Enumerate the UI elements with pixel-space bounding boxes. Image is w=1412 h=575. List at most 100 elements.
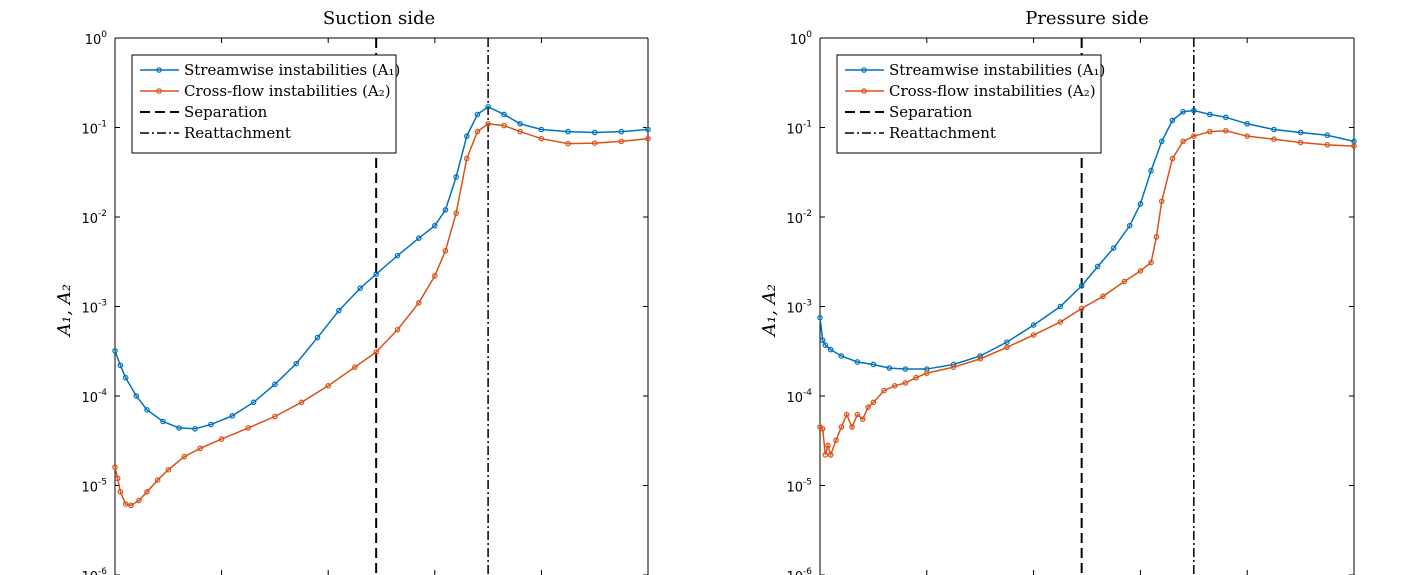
data-point	[136, 497, 142, 504]
suction-side-ylabel: A₁, A₂	[54, 284, 75, 338]
data-point	[517, 120, 523, 127]
suction-side-title: Suction side	[323, 8, 435, 29]
data-point	[565, 128, 571, 135]
data-point	[453, 210, 459, 217]
data-point	[474, 128, 481, 135]
y-tick-label: 10-2	[786, 209, 812, 227]
data-point	[1110, 245, 1117, 251]
pressure-side-panel: Pressure side A₁, A₂ 100 10-1 10-2 10-3 10-4…	[759, 8, 1357, 575]
data-point	[128, 502, 134, 509]
data-point	[442, 207, 449, 213]
data-point	[463, 133, 470, 139]
data-point	[197, 445, 204, 452]
pressure-side-y-ticks: 100 10-1 10-2 10-3 10-4 10-5 10-6	[786, 30, 812, 575]
data-point	[416, 235, 422, 241]
data-point	[165, 466, 172, 473]
data-point	[1158, 138, 1165, 145]
legend-label: Separation	[889, 103, 973, 121]
data-point	[373, 271, 379, 277]
data-point	[394, 326, 401, 333]
data-point	[849, 424, 855, 430]
data-point	[474, 111, 481, 118]
y-tick-label: 100	[85, 30, 108, 48]
data-point	[891, 383, 898, 389]
legend-label: Cross-flow instabilities (A₂)	[184, 82, 391, 100]
data-point	[181, 453, 188, 460]
data-point	[1324, 142, 1331, 148]
data-point	[245, 425, 252, 431]
data-point	[431, 273, 438, 279]
data-point	[565, 140, 571, 147]
data-point	[325, 383, 332, 389]
data-point	[250, 399, 257, 406]
data-point	[1004, 344, 1010, 351]
data-point	[1324, 132, 1331, 139]
data-point	[112, 347, 118, 354]
data-point	[314, 334, 321, 341]
data-point	[117, 362, 124, 369]
legend-label: Streamwise instabilities (A₁)	[184, 61, 400, 79]
y-tick-label: 10-2	[81, 209, 107, 227]
y-tick-label: 10-4	[81, 388, 107, 406]
y-tick-label: 10-3	[786, 299, 812, 317]
data-point	[645, 135, 651, 142]
y-tick-label: 10-3	[81, 299, 107, 317]
legend-box	[836, 54, 1102, 154]
data-point	[144, 489, 150, 495]
data-point	[122, 374, 129, 381]
data-point	[1351, 143, 1357, 149]
data-point	[1297, 139, 1304, 146]
legend-label: Reattachment	[889, 124, 996, 142]
data-point	[827, 346, 834, 353]
data-point	[886, 365, 893, 371]
data-point	[1297, 129, 1304, 136]
data-point	[1180, 138, 1186, 145]
data-point	[1244, 120, 1251, 127]
legend-marker	[156, 67, 162, 73]
data-point	[1078, 305, 1085, 312]
data-point	[859, 416, 866, 423]
data-point	[833, 437, 839, 444]
data-point	[1271, 126, 1277, 133]
data-point	[112, 464, 118, 471]
legend-marker	[861, 88, 867, 94]
suction-side-plot-area	[112, 37, 651, 575]
data-point	[881, 387, 887, 394]
data-point	[1057, 319, 1064, 325]
data-point	[463, 155, 470, 162]
data-point	[1100, 293, 1106, 300]
data-point	[485, 104, 491, 110]
data-point	[1078, 283, 1085, 289]
data-point	[865, 404, 871, 410]
data-point	[1169, 117, 1176, 124]
data-point	[298, 399, 305, 406]
data-point	[854, 411, 861, 418]
data-point	[902, 380, 909, 386]
data-point	[817, 314, 823, 321]
data-point	[1191, 107, 1197, 114]
y-tick-label: 10-6	[786, 567, 812, 575]
data-point	[453, 174, 459, 180]
series-line-crossflow	[819, 129, 1355, 458]
data-point	[1126, 222, 1133, 229]
pressure-side-ylabel: A₁, A₂	[759, 284, 780, 338]
data-point	[501, 122, 507, 129]
legend-marker	[156, 88, 162, 94]
data-point	[416, 299, 422, 306]
pressure-side-plot-area	[817, 37, 1357, 575]
series-line-streamwise	[114, 106, 649, 430]
data-point	[645, 126, 651, 133]
data-point	[1223, 127, 1229, 134]
pressure-side-legend: Streamwise instabilities (A₁) Cross-flow …	[836, 54, 1105, 154]
legend-label: Cross-flow instabilities (A₂)	[889, 82, 1096, 100]
data-point	[977, 356, 984, 362]
data-point	[485, 120, 491, 127]
data-point	[1148, 167, 1154, 174]
data-point	[1169, 155, 1176, 162]
data-point	[902, 366, 909, 372]
data-point	[538, 135, 545, 142]
data-point	[357, 285, 363, 292]
data-point	[1153, 234, 1160, 240]
data-point	[591, 140, 598, 146]
